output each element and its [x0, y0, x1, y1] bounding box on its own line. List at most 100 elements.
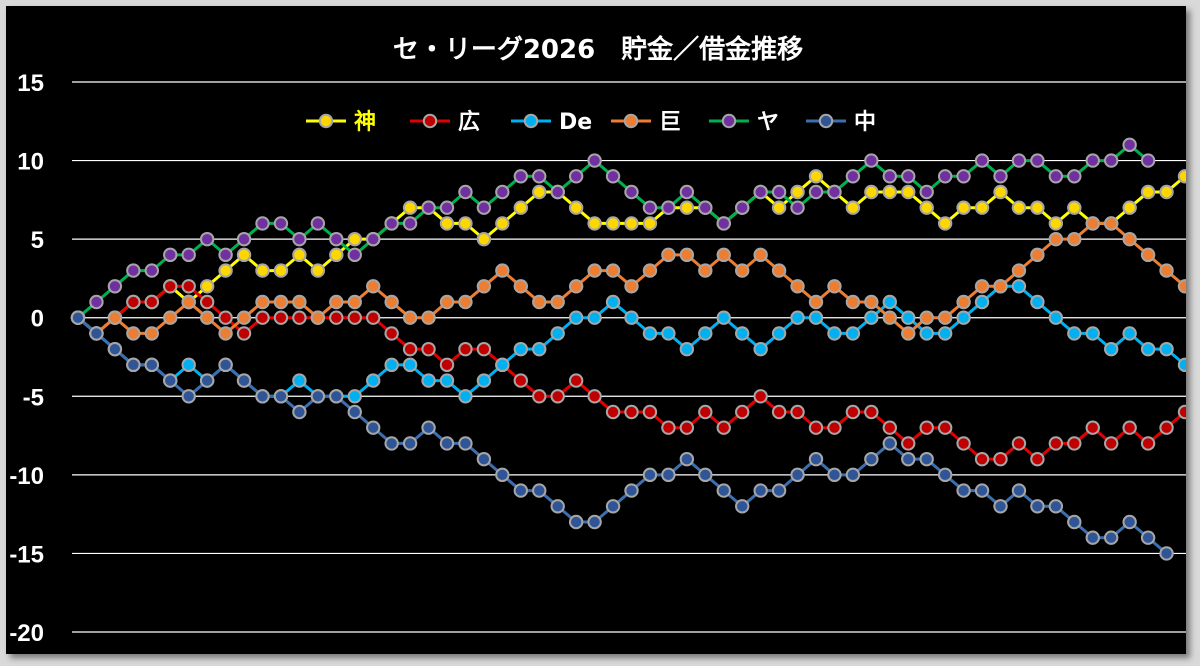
data-point	[458, 184, 473, 200]
data-point	[107, 341, 123, 357]
data-point	[513, 373, 528, 388]
data-point	[476, 279, 492, 294]
data-point	[1159, 263, 1174, 278]
data-point	[384, 294, 399, 310]
data-point	[384, 216, 399, 231]
data-point	[919, 200, 934, 215]
legend-marker	[422, 113, 438, 129]
data-point	[513, 279, 528, 294]
data-point	[1177, 169, 1186, 184]
data-point	[329, 310, 344, 325]
data-point	[790, 200, 805, 215]
data-point	[402, 357, 418, 373]
data-point	[255, 263, 270, 278]
data-point	[347, 247, 362, 263]
data-point	[1067, 231, 1082, 247]
data-point	[771, 326, 787, 341]
data-point	[329, 231, 344, 247]
data-point	[882, 294, 897, 310]
data-point	[476, 341, 492, 357]
data-point	[919, 184, 934, 200]
data-point	[1122, 514, 1137, 530]
data-point	[1030, 294, 1045, 310]
data-point	[956, 483, 971, 498]
data-point	[661, 326, 676, 341]
data-point	[790, 467, 805, 483]
data-point	[273, 216, 289, 231]
data-point	[550, 294, 565, 310]
data-point	[310, 389, 326, 404]
data-point	[255, 216, 270, 231]
data-point	[402, 341, 418, 357]
legend-label: 巨	[659, 110, 681, 135]
data-point	[882, 310, 897, 325]
data-point	[753, 389, 768, 404]
y-tick-label: 0	[31, 306, 44, 333]
data-point	[550, 499, 565, 514]
data-point	[1177, 279, 1186, 294]
data-point	[901, 184, 916, 200]
data-point	[1030, 247, 1045, 263]
data-point	[919, 310, 934, 325]
data-point	[550, 389, 565, 404]
data-point	[1159, 184, 1174, 200]
data-point	[771, 184, 787, 200]
data-point	[513, 483, 528, 498]
data-point	[439, 436, 455, 451]
data-point	[1048, 216, 1064, 231]
data-point	[845, 200, 861, 215]
data-point	[753, 247, 768, 263]
data-point	[790, 279, 805, 294]
data-point	[587, 153, 602, 168]
data-point	[587, 389, 602, 404]
data-point	[1011, 436, 1027, 451]
data-point	[605, 263, 621, 278]
data-point	[366, 373, 381, 388]
data-point	[642, 200, 658, 215]
data-point	[1085, 326, 1100, 341]
data-point	[1122, 420, 1137, 435]
data-point	[753, 483, 768, 498]
data-point	[144, 294, 160, 310]
data-point	[1085, 420, 1100, 435]
data-point	[771, 483, 787, 498]
data-point	[827, 420, 842, 435]
data-point	[126, 263, 141, 278]
data-point	[661, 467, 676, 483]
legend-label: 神	[354, 109, 376, 135]
data-point	[1159, 420, 1174, 435]
data-point	[439, 200, 455, 215]
series-5	[70, 310, 1174, 561]
data-point	[1067, 436, 1082, 451]
data-point	[827, 184, 842, 200]
data-point	[144, 326, 160, 341]
data-point	[310, 263, 326, 278]
data-point	[236, 326, 252, 341]
data-point	[937, 420, 953, 435]
series-4	[70, 137, 1156, 325]
data-point	[753, 184, 768, 200]
data-point	[1104, 153, 1119, 168]
data-point	[956, 200, 971, 215]
data-point	[181, 357, 196, 373]
y-tick-label: 15	[17, 70, 44, 97]
y-axis-ticks: 15 10 5 0 -5 -10 -15 -20	[9, 70, 44, 647]
data-point	[864, 310, 879, 325]
data-point	[1104, 216, 1119, 231]
data-point	[864, 153, 879, 168]
data-point	[808, 169, 824, 184]
data-point	[107, 310, 123, 325]
data-point	[882, 184, 897, 200]
data-point	[1104, 436, 1119, 451]
data-point	[495, 357, 510, 373]
data-point	[513, 200, 528, 215]
data-point	[70, 310, 86, 325]
data-point	[329, 247, 344, 263]
data-point	[568, 514, 584, 530]
data-point	[624, 483, 639, 498]
data-point	[347, 404, 362, 420]
y-tick-label: -20	[9, 620, 44, 647]
data-point	[1048, 310, 1064, 325]
data-point	[1085, 153, 1100, 168]
data-point	[605, 404, 621, 420]
